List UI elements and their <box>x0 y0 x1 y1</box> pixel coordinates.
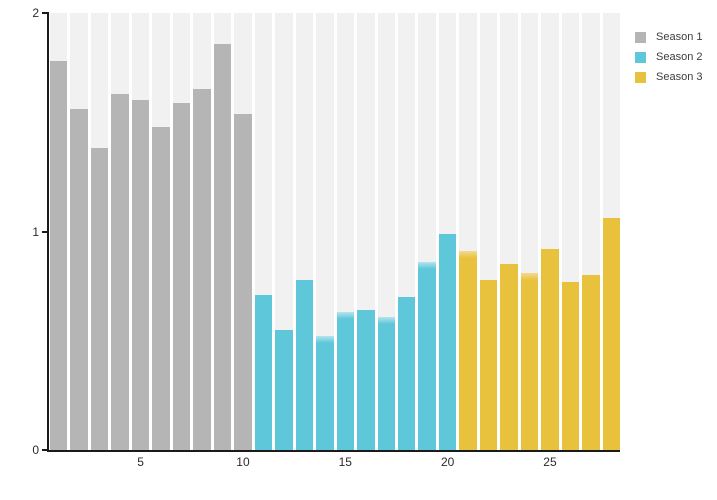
bar-7-season-1[interactable] <box>172 102 191 450</box>
y-tick-label: 0 <box>32 443 39 457</box>
bar-slot-8 <box>193 13 211 450</box>
bar-27-season-3[interactable] <box>582 275 600 450</box>
bar-8-season-1[interactable] <box>193 89 211 450</box>
bar-18-season-2[interactable] <box>397 297 416 450</box>
x-tick-label: 15 <box>338 455 352 469</box>
bar-1-season-1[interactable] <box>50 61 68 450</box>
bar-slot-4 <box>111 13 129 450</box>
bar-15-season-2[interactable] <box>336 312 355 450</box>
bar-slot-7 <box>172 13 191 450</box>
bar-24-season-3[interactable] <box>520 273 539 450</box>
bar-slot-2 <box>70 13 88 450</box>
legend-label: Season 3 <box>656 71 703 83</box>
x-tick-label: 5 <box>137 455 144 469</box>
bar-22-season-3[interactable] <box>479 279 498 450</box>
bar-slot-9 <box>213 13 232 450</box>
bar-slot-3 <box>90 13 109 450</box>
legend: Season 1 Season 2 Season 3 <box>635 31 702 83</box>
bar-slot-17 <box>377 13 395 450</box>
bar-3-season-1[interactable] <box>90 148 109 450</box>
bar-slot-6 <box>152 13 170 450</box>
bar-slot-1 <box>50 13 68 450</box>
bar-slot-22 <box>479 13 498 450</box>
x-tick-label: 20 <box>440 455 455 469</box>
bar-slot-19 <box>418 13 436 450</box>
bar-26-season-3[interactable] <box>561 281 580 450</box>
bar-2-season-1[interactable] <box>70 109 88 450</box>
bar-6-season-1[interactable] <box>152 126 170 450</box>
bar-11-season-2[interactable] <box>254 294 273 450</box>
bar-10-season-1[interactable] <box>234 113 252 450</box>
x-axis-line <box>47 450 620 452</box>
legend-item-season-1[interactable]: Season 1 <box>635 31 702 43</box>
legend-swatch-icon <box>635 71 646 83</box>
y-tick-mark <box>42 12 47 14</box>
bar-14-season-2[interactable] <box>316 336 334 450</box>
bar-slot-27 <box>582 13 600 450</box>
bar-slot-10: 10 <box>234 13 252 468</box>
x-tick-label: 25 <box>543 455 557 469</box>
bar-28-season-3[interactable] <box>602 218 621 450</box>
y-tick-label: 1 <box>32 224 39 239</box>
bar-slot-24 <box>520 13 539 450</box>
bar-slot-16 <box>357 13 375 450</box>
bar-23-season-3[interactable] <box>500 264 518 450</box>
bar-slot-15: 15 <box>336 13 355 468</box>
y-tick-mark <box>42 230 47 233</box>
bar-slot-11 <box>254 13 273 450</box>
y-tick-mark <box>42 449 47 451</box>
bar-9-season-1[interactable] <box>213 43 232 450</box>
bar-13-season-2[interactable] <box>295 279 314 450</box>
bar-12-season-2[interactable] <box>275 329 293 450</box>
x-tick-label: 10 <box>236 455 250 469</box>
bar-19-season-2[interactable] <box>418 262 436 450</box>
bar-slot-28 <box>602 13 621 450</box>
bar-slot-26 <box>561 13 580 450</box>
bar-17-season-2[interactable] <box>377 316 395 450</box>
bar-slot-14 <box>316 13 334 450</box>
bar-21-season-3[interactable] <box>459 251 477 450</box>
bar-slot-5: 5 <box>131 13 150 468</box>
plot-area: 5 10 15 20 25 0 1 2 <box>32 7 621 468</box>
bar-4-season-1[interactable] <box>111 93 129 450</box>
bar-slot-13 <box>295 13 314 450</box>
bar-20-season-2[interactable] <box>438 233 457 450</box>
bar-25-season-3[interactable] <box>541 248 559 450</box>
legend-item-season-3[interactable]: Season 3 <box>635 71 702 83</box>
bar-slot-20: 20 <box>438 13 457 468</box>
legend-item-season-2[interactable]: Season 2 <box>635 51 702 63</box>
legend-label: Season 1 <box>656 31 703 43</box>
legend-label: Season 2 <box>656 51 703 63</box>
legend-swatch-icon <box>635 31 646 43</box>
legend-swatch-icon <box>635 51 646 63</box>
bar-columns: 5 10 15 20 25 <box>50 13 621 468</box>
y-axis-line <box>47 12 49 450</box>
bar-slot-21 <box>459 13 477 450</box>
bar-slot-25: 25 <box>541 13 559 468</box>
bar-5-season-1[interactable] <box>131 100 150 450</box>
y-tick-label: 2 <box>32 6 39 20</box>
bar-slot-18 <box>397 13 416 450</box>
bar-slot-23 <box>500 13 518 450</box>
bar-16-season-2[interactable] <box>357 310 375 450</box>
bar-slot-12 <box>275 13 293 450</box>
